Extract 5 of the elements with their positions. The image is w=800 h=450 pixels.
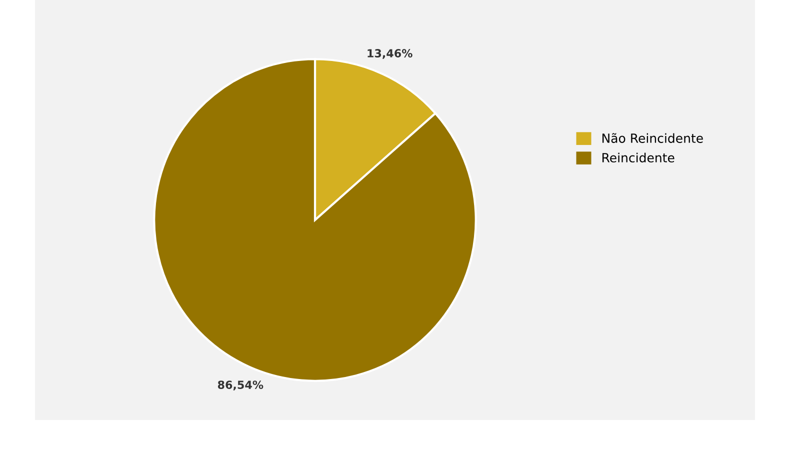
data-label: 86,54% (218, 380, 264, 390)
pie-slice (153, 58, 477, 382)
data-label: 13,46% (368, 49, 412, 59)
legend-label: Reincidente (602, 152, 674, 162)
legend-label: Não Reincidente (602, 133, 703, 143)
